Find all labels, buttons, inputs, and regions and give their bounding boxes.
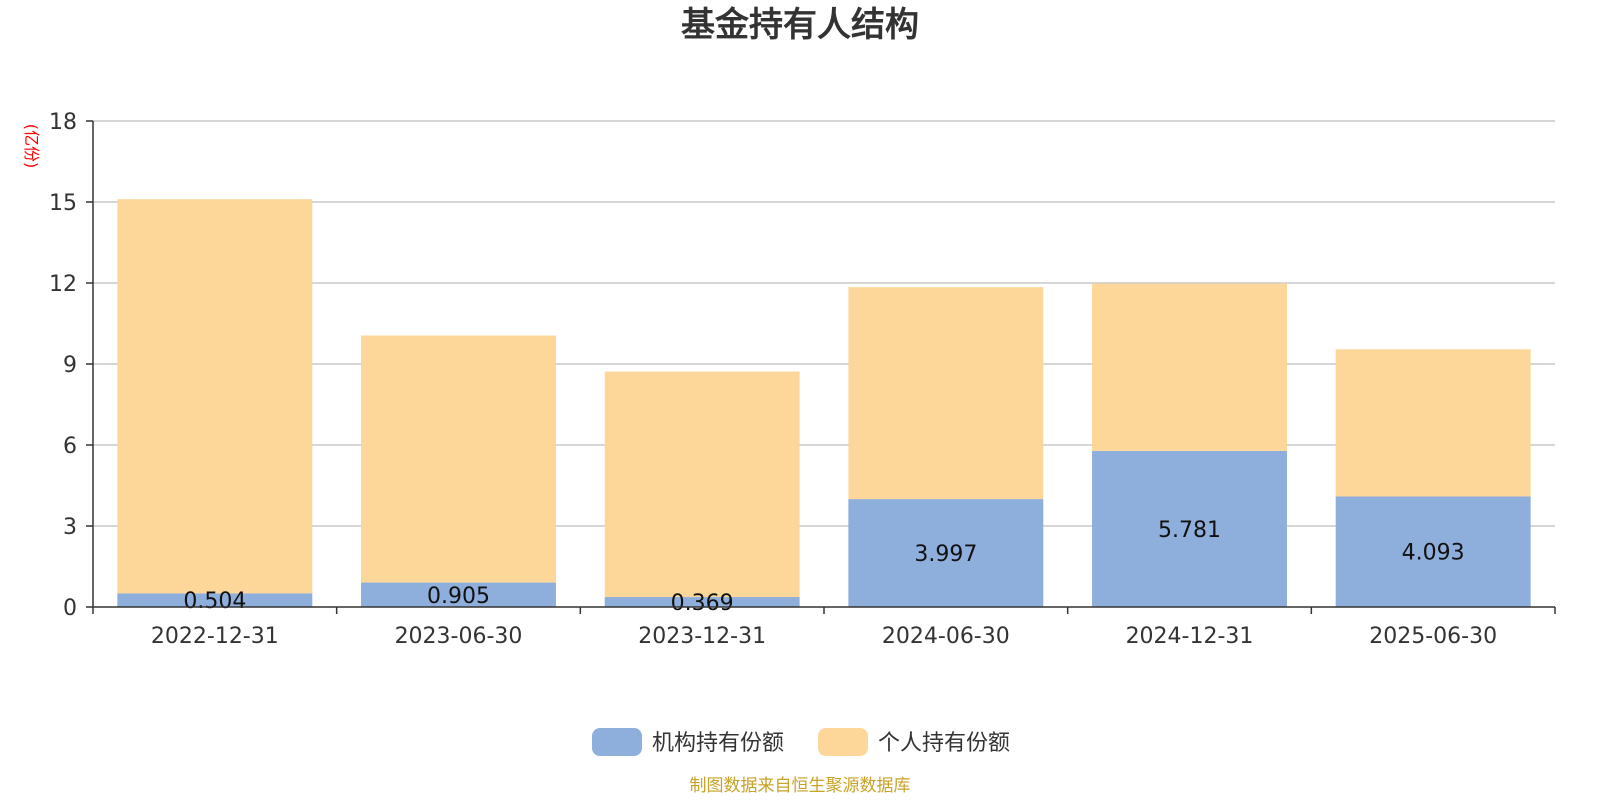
y-tick-label: 0 <box>63 596 77 621</box>
x-tick-label: 2024-12-31 <box>1126 624 1254 649</box>
legend-swatch <box>592 728 642 756</box>
data-label: 0.369 <box>671 591 734 616</box>
bar-individual <box>1335 349 1531 497</box>
x-tick-label: 2022-12-31 <box>151 624 279 649</box>
data-label: 3.997 <box>914 542 977 567</box>
bar-institutional <box>361 582 556 607</box>
bars <box>117 199 1531 607</box>
x-tick-label: 2023-12-31 <box>638 624 766 649</box>
y-axis: 0 3 6 9 12 15 18 <box>49 110 94 621</box>
bar-institutional <box>117 593 313 607</box>
data-label: 0.905 <box>427 584 490 609</box>
bar-individual <box>604 371 800 598</box>
source-note: 制图数据来自恒生聚源数据库 <box>690 776 911 796</box>
data-label: 5.781 <box>1158 518 1221 543</box>
data-label: 0.504 <box>183 589 246 614</box>
legend-label: 机构持有份额 <box>652 731 784 756</box>
bar-institutional <box>1335 496 1531 607</box>
y-tick-label: 18 <box>49 110 77 135</box>
bar-individual <box>848 287 1044 500</box>
x-tick-label: 2025-06-30 <box>1369 624 1497 649</box>
y-tick-label: 3 <box>63 515 77 540</box>
legend-swatch <box>818 728 868 756</box>
y-tick-label: 15 <box>49 191 77 216</box>
legend[interactable]: 机构持有份额 个人持有份额 <box>592 728 1010 756</box>
x-tick-label: 2023-06-30 <box>395 624 523 649</box>
data-label: 4.093 <box>1402 541 1465 566</box>
bar-institutional <box>848 499 1044 607</box>
x-tick-label: 2024-06-30 <box>882 624 1010 649</box>
y-axis-label: (亿份) <box>22 124 41 169</box>
legend-label: 个人持有份额 <box>878 731 1010 756</box>
bar-individual <box>1092 283 1287 451</box>
chart-title: 基金持有人结构 <box>681 5 919 45</box>
bar-individual <box>361 335 556 583</box>
bar-institutional <box>1092 450 1287 607</box>
legend-item-institutional[interactable]: 机构持有份额 <box>592 728 784 756</box>
y-tick-label: 9 <box>63 353 77 378</box>
x-axis: 2022-12-31 2023-06-30 2023-12-31 2024-06-30… <box>92 606 1556 649</box>
y-tick-label: 12 <box>49 272 77 297</box>
grid-lines <box>93 120 1555 527</box>
legend-item-individual[interactable]: 个人持有份额 <box>818 728 1010 756</box>
data-labels: 0.504 0.905 0.369 3.997 5.781 4.093 <box>183 518 1464 616</box>
bar-institutional <box>604 597 800 607</box>
bar-individual <box>117 199 313 594</box>
y-tick-label: 6 <box>63 434 77 459</box>
